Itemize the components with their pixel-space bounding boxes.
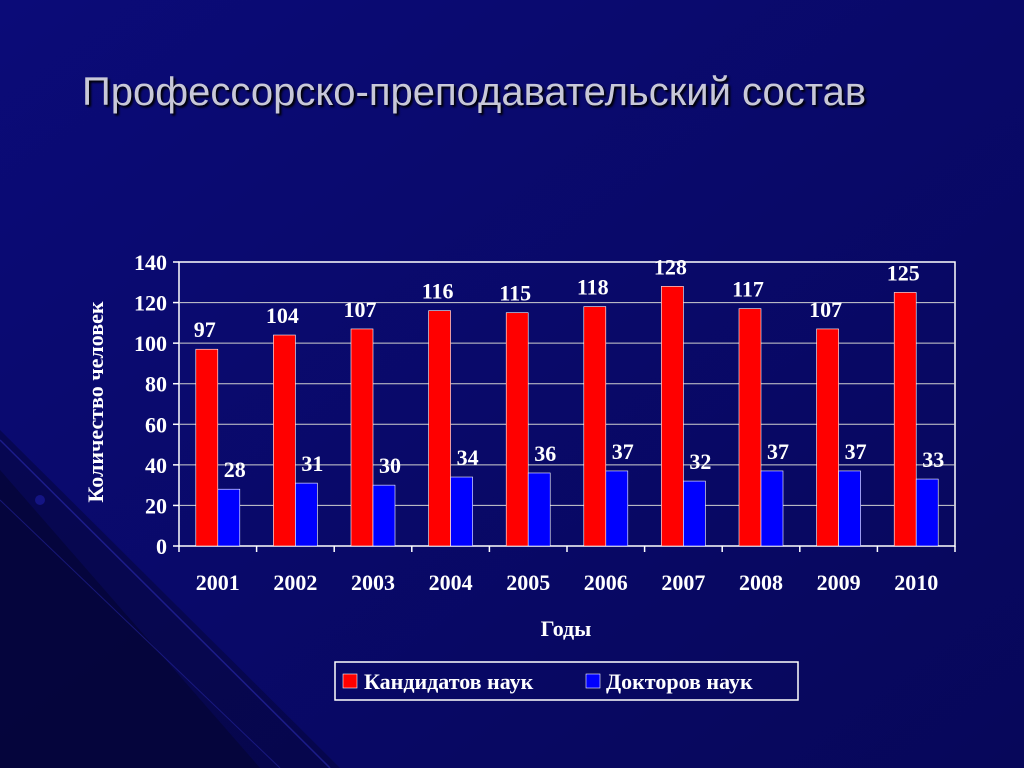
- x-tick-label: 2008: [739, 570, 783, 595]
- data-label: 31: [301, 451, 323, 476]
- bar-candidates: [893, 292, 917, 547]
- bar-candidates: [428, 310, 451, 547]
- x-tick-label: 2009: [817, 570, 861, 595]
- y-tick-label: 20: [145, 493, 167, 518]
- bar-doctors: [605, 470, 629, 547]
- y-tick-label: 0: [156, 534, 167, 559]
- bar-candidates: [583, 306, 607, 547]
- legend: Кандидатов наук Докторов наук: [334, 661, 799, 701]
- data-label: 34: [457, 445, 479, 470]
- bar-doctors: [217, 488, 241, 547]
- bar-doctors: [527, 472, 551, 547]
- data-label: 32: [689, 449, 711, 474]
- x-tick-label: 2002: [273, 570, 317, 595]
- data-label: 128: [654, 254, 687, 279]
- bar-doctors: [450, 476, 473, 547]
- y-tick-label: 80: [145, 372, 167, 397]
- bar-doctors: [838, 470, 861, 547]
- data-label: 28: [224, 457, 246, 482]
- x-axis-title: Годы: [541, 616, 592, 641]
- x-tick-label: 2006: [584, 570, 628, 595]
- x-tick-label: 2005: [506, 570, 550, 595]
- data-label: 37: [612, 439, 634, 464]
- y-axis-ticks: 0 20 40 60 80 100 120 140: [134, 250, 179, 559]
- data-label: 125: [887, 260, 920, 285]
- bar-doctors: [372, 484, 396, 547]
- y-axis-title: Количество человек: [83, 301, 108, 502]
- legend-box: [334, 661, 799, 701]
- legend-swatch: [342, 673, 358, 689]
- data-label: 116: [422, 279, 454, 304]
- data-label: 107: [809, 297, 842, 322]
- legend-swatch: [585, 673, 601, 689]
- data-label: 37: [845, 439, 867, 464]
- data-label: 97: [194, 317, 216, 342]
- data-label: 117: [732, 277, 764, 302]
- data-label: 37: [767, 439, 789, 464]
- y-tick-label: 100: [134, 331, 167, 356]
- x-tick-label: 2001: [196, 570, 240, 595]
- data-label: 107: [344, 297, 377, 322]
- bar-doctors: [683, 480, 706, 547]
- data-label: 115: [499, 281, 531, 306]
- x-tick-label: 2003: [351, 570, 395, 595]
- y-tick-label: 120: [134, 291, 167, 316]
- legend-label: Кандидатов наук: [364, 669, 534, 694]
- data-label: 30: [379, 453, 401, 478]
- bar-doctors: [915, 478, 939, 547]
- x-tick-label: 2007: [661, 570, 705, 595]
- bar-doctors: [295, 482, 318, 547]
- bars: 97 28 104 31 107 30 116 34 115 36 118 37 128 32 117 37 1…: [194, 254, 944, 547]
- bar-candidates: [505, 312, 529, 547]
- bar-candidates: [816, 328, 839, 547]
- y-tick-label: 140: [134, 250, 167, 275]
- data-label: 36: [534, 441, 556, 466]
- bar-candidates: [350, 328, 374, 547]
- y-tick-label: 40: [145, 453, 167, 478]
- bar-candidates: [661, 286, 684, 547]
- legend-label: Докторов наук: [606, 669, 753, 694]
- slide-title: Профессорско-преподавательский состав: [82, 70, 867, 114]
- data-label: 118: [577, 275, 609, 300]
- y-tick-label: 60: [145, 412, 167, 437]
- bar-doctors: [760, 470, 784, 547]
- bar-candidates: [273, 334, 296, 547]
- x-axis-ticks: 2001 2002 2003 2004 2005 2006 2007 2008 2009 2010: [178, 546, 956, 595]
- x-tick-label: 2010: [894, 570, 938, 595]
- x-tick-label: 2004: [429, 570, 473, 595]
- data-label: 33: [922, 447, 944, 472]
- data-label: 104: [266, 303, 299, 328]
- bar-candidates: [195, 348, 219, 547]
- bar-candidates: [738, 308, 762, 547]
